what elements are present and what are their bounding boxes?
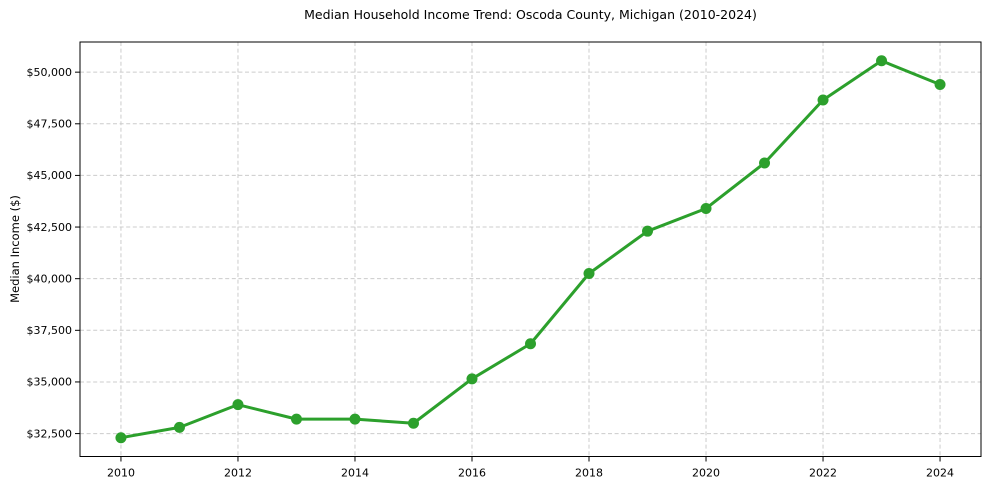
tick-layer: $32,500 $35,000 $37,500 $40,000 $42,500 $45,0… bbox=[27, 66, 955, 480]
y-tick-label: $47,500 bbox=[27, 118, 73, 131]
y-tick-label: $50,000 bbox=[27, 66, 73, 79]
data-point bbox=[876, 55, 888, 67]
x-tick-label: 2016 bbox=[458, 467, 486, 480]
data-point bbox=[115, 432, 127, 444]
grid-layer bbox=[80, 42, 981, 457]
data-point bbox=[934, 79, 946, 91]
y-tick-label: $40,000 bbox=[27, 272, 73, 285]
plot-area-frame bbox=[79, 41, 982, 457]
data-point bbox=[759, 157, 771, 169]
data-point bbox=[173, 421, 185, 433]
chart-title: Median Household Income Trend: Oscoda Co… bbox=[304, 7, 757, 22]
y-tick-label: $32,500 bbox=[27, 427, 73, 440]
data-point bbox=[642, 225, 654, 237]
data-point bbox=[583, 268, 595, 280]
data-point bbox=[349, 413, 361, 425]
y-tick-label: $45,000 bbox=[27, 169, 73, 182]
data-point bbox=[525, 338, 536, 350]
x-tick-label: 2020 bbox=[692, 467, 720, 480]
data-point bbox=[232, 399, 244, 411]
y-tick-label: $42,500 bbox=[27, 221, 73, 234]
x-tick-label: 2010 bbox=[107, 467, 135, 480]
x-tick-label: 2018 bbox=[575, 467, 603, 480]
data-point bbox=[700, 202, 712, 214]
y-tick-label: $35,000 bbox=[27, 376, 73, 389]
data-point bbox=[407, 417, 419, 429]
x-tick-label: 2024 bbox=[926, 467, 954, 480]
data-point bbox=[817, 94, 829, 106]
trend-line bbox=[119, 59, 942, 440]
x-tick-label: 2014 bbox=[341, 467, 369, 480]
x-tick-label: 2012 bbox=[224, 467, 252, 480]
data-point bbox=[466, 373, 478, 385]
y-tick-label: $37,500 bbox=[27, 324, 73, 337]
x-tick-label: 2022 bbox=[809, 467, 837, 480]
data-point bbox=[290, 413, 302, 425]
